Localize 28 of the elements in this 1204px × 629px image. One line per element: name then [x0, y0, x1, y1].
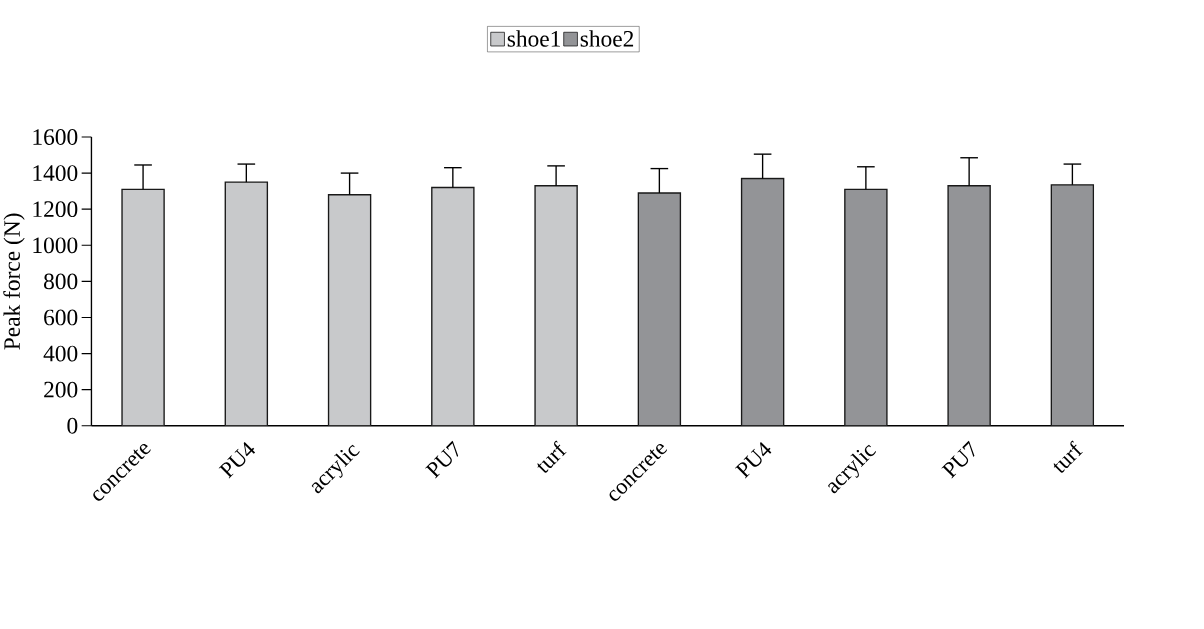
bar	[844, 188, 888, 426]
bar	[1050, 183, 1095, 426]
y-axis-title: Peak force (N)	[3, 213, 25, 350]
bar	[740, 177, 785, 426]
y-tick-label: 1600	[33, 128, 78, 145]
x-tick-label: turf	[1053, 440, 1083, 473]
y-tick-label: 1200	[33, 201, 78, 217]
y-tick-label: 800	[43, 273, 78, 290]
x-tick-label: PU4	[218, 441, 256, 479]
bar	[121, 188, 165, 426]
bar	[431, 186, 475, 426]
x-tick-label: PU4	[734, 441, 772, 479]
bar	[947, 184, 991, 426]
bar	[637, 192, 682, 426]
y-tick-label: 0	[67, 417, 78, 434]
y-tick-label: 200	[44, 381, 78, 398]
x-tick-label: turf	[537, 440, 567, 473]
legend-label: shoe1	[507, 30, 560, 47]
y-tick-label: 400	[43, 345, 78, 362]
bar	[224, 181, 269, 426]
bar	[534, 184, 578, 426]
y-tick-label: 1000	[33, 237, 78, 254]
x-tick-label: PU7	[941, 440, 975, 479]
y-tick-label: 1400	[33, 165, 78, 181]
x-tick-label: PU7	[425, 440, 459, 479]
bar	[327, 193, 372, 426]
y-tick-label: 600	[44, 309, 78, 326]
legend-label: shoe2	[580, 30, 634, 47]
